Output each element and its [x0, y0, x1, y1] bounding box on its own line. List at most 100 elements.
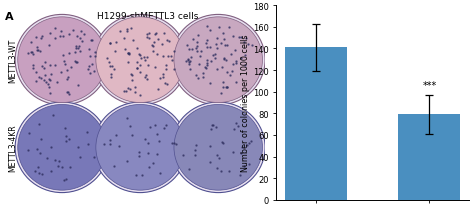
- Point: [62, 127, 69, 130]
- Point: [32, 71, 40, 74]
- Point: [194, 34, 201, 37]
- Ellipse shape: [174, 18, 263, 103]
- Point: [69, 29, 77, 32]
- Point: [25, 52, 32, 55]
- Point: [126, 125, 134, 128]
- Point: [173, 143, 180, 146]
- Point: [199, 76, 207, 80]
- Point: [146, 126, 154, 129]
- Point: [143, 78, 150, 81]
- Point: [128, 134, 136, 137]
- Point: [124, 52, 132, 56]
- Point: [74, 146, 82, 149]
- Point: [197, 51, 205, 54]
- Point: [141, 138, 149, 141]
- Point: [189, 48, 196, 51]
- Point: [66, 165, 74, 169]
- Point: [44, 156, 51, 160]
- Point: [45, 83, 52, 86]
- Point: [73, 36, 81, 39]
- Point: [121, 90, 128, 93]
- Ellipse shape: [18, 105, 106, 190]
- Point: [219, 86, 227, 90]
- Point: [159, 55, 167, 58]
- Point: [38, 65, 46, 68]
- Point: [237, 36, 245, 39]
- Point: [162, 123, 170, 127]
- Point: [123, 117, 131, 120]
- Point: [85, 65, 93, 68]
- Point: [223, 44, 230, 48]
- Point: [35, 171, 43, 174]
- Point: [241, 64, 248, 68]
- Point: [67, 65, 74, 69]
- Point: [223, 86, 231, 90]
- Point: [221, 57, 228, 60]
- Point: [27, 51, 35, 55]
- Point: [135, 151, 143, 154]
- Point: [36, 50, 44, 53]
- Point: [224, 86, 231, 89]
- Point: [213, 38, 221, 41]
- Point: [207, 60, 215, 63]
- Point: [234, 125, 241, 128]
- Point: [206, 46, 213, 49]
- Point: [219, 81, 227, 84]
- Point: [31, 170, 39, 173]
- Point: [52, 37, 59, 40]
- Point: [153, 152, 161, 155]
- Point: [38, 35, 46, 39]
- Point: [91, 55, 99, 58]
- Point: [59, 54, 67, 57]
- Point: [240, 164, 248, 167]
- Point: [45, 44, 53, 48]
- Ellipse shape: [15, 15, 109, 105]
- Point: [159, 76, 167, 79]
- Point: [191, 154, 198, 157]
- Point: [237, 57, 245, 60]
- Point: [28, 51, 36, 54]
- Point: [105, 62, 113, 65]
- Point: [163, 83, 170, 86]
- Point: [24, 149, 32, 152]
- Point: [219, 66, 226, 69]
- Point: [58, 30, 65, 33]
- Point: [210, 124, 217, 127]
- Point: [218, 140, 226, 144]
- Point: [125, 61, 132, 65]
- Point: [232, 62, 239, 65]
- Point: [128, 73, 135, 76]
- Point: [136, 54, 144, 57]
- Point: [110, 68, 118, 72]
- Point: [72, 47, 79, 50]
- Text: A: A: [5, 12, 13, 22]
- Point: [40, 79, 48, 83]
- Point: [60, 178, 68, 181]
- Point: [112, 41, 120, 45]
- Point: [62, 139, 70, 143]
- Point: [29, 64, 36, 67]
- Point: [115, 144, 123, 148]
- Point: [133, 67, 141, 71]
- Text: H1299-shMETTL3 cells: H1299-shMETTL3 cells: [97, 12, 199, 21]
- Point: [72, 60, 79, 63]
- Point: [168, 59, 176, 62]
- Point: [55, 165, 62, 168]
- Point: [247, 139, 255, 143]
- Point: [248, 44, 255, 48]
- Point: [196, 55, 203, 58]
- Point: [146, 165, 153, 169]
- Point: [149, 162, 157, 165]
- Point: [116, 30, 124, 33]
- Point: [57, 71, 65, 74]
- Point: [137, 71, 144, 74]
- Point: [143, 36, 151, 39]
- Point: [106, 42, 114, 45]
- Point: [63, 69, 71, 72]
- Point: [215, 26, 223, 30]
- Point: [45, 78, 52, 81]
- Point: [39, 172, 46, 175]
- Point: [225, 27, 232, 30]
- Point: [76, 156, 84, 159]
- Point: [146, 38, 153, 41]
